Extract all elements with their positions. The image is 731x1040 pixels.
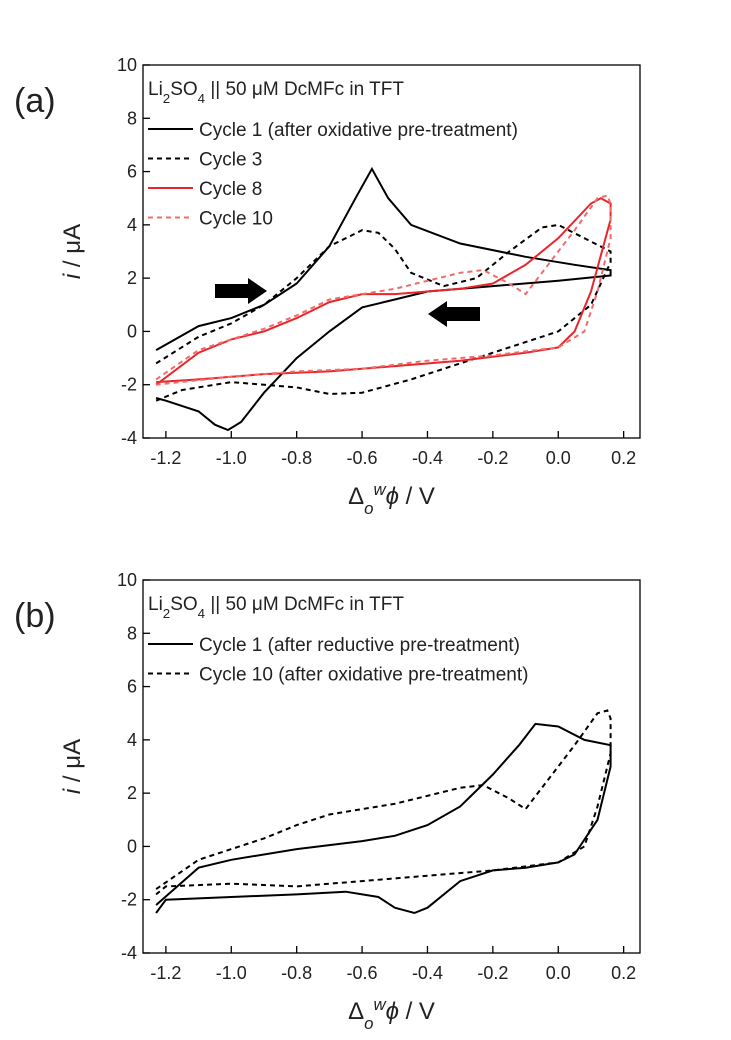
x-tick-label: -0.8 bbox=[281, 963, 312, 983]
label-part: / V bbox=[399, 998, 435, 1025]
label-part: ϕ bbox=[386, 483, 399, 510]
label-part: Li bbox=[148, 594, 163, 615]
cv-curve bbox=[155, 197, 612, 386]
panel-label: (b) bbox=[14, 597, 56, 635]
x-tick-label: 0.2 bbox=[611, 963, 636, 983]
legend-label: Cycle 1 (after reductive pre-treatment) bbox=[199, 635, 520, 656]
label-part: 4 bbox=[198, 91, 205, 106]
x-axis-label: Δowϕ / V bbox=[348, 995, 435, 1033]
label-part: o bbox=[364, 499, 373, 518]
legend-label: Cycle 8 bbox=[199, 179, 262, 200]
x-tick-label: -0.6 bbox=[347, 448, 378, 468]
y-tick-label: -2 bbox=[121, 375, 137, 395]
x-tick-label: 0.2 bbox=[611, 448, 636, 468]
cv-curve bbox=[155, 223, 612, 402]
cv-curve bbox=[155, 722, 612, 915]
x-tick-label: -0.4 bbox=[412, 448, 443, 468]
x-tick-label: -0.2 bbox=[477, 448, 508, 468]
label-part: i bbox=[59, 273, 86, 279]
cv-curve bbox=[155, 709, 612, 896]
y-tick-label: 8 bbox=[127, 108, 137, 128]
label-part: / μA bbox=[59, 224, 86, 274]
x-tick-label: -0.2 bbox=[477, 963, 508, 983]
plot-frame bbox=[142, 64, 641, 439]
x-tick-label: -1.0 bbox=[216, 963, 247, 983]
label-part: Δ bbox=[348, 483, 364, 510]
y-tick-label: 0 bbox=[127, 321, 137, 341]
label-part: / V bbox=[399, 483, 435, 510]
label-part: 2 bbox=[163, 606, 170, 621]
cv-curve bbox=[155, 194, 612, 386]
legend-label: Cycle 10 (after oxidative pre-treatment) bbox=[199, 665, 528, 686]
panel-label: (a) bbox=[14, 82, 56, 120]
y-tick-label: 0 bbox=[127, 836, 137, 856]
legend-title: Li2SO4 || 50 μM DcMFc in TFT bbox=[148, 594, 404, 621]
legend-title: Li2SO4 || 50 μM DcMFc in TFT bbox=[148, 79, 404, 106]
x-tick-label: -1.2 bbox=[150, 448, 181, 468]
y-tick-label: 8 bbox=[127, 623, 137, 643]
y-tick-label: 2 bbox=[127, 783, 137, 803]
x-tick-label: -1.2 bbox=[150, 963, 181, 983]
y-tick-label: 10 bbox=[117, 570, 137, 590]
label-part: 4 bbox=[198, 606, 205, 621]
cv-curve bbox=[155, 166, 612, 432]
label-part: ϕ bbox=[386, 998, 399, 1025]
label-part: w bbox=[373, 995, 387, 1014]
x-tick-label: 0.0 bbox=[546, 963, 571, 983]
arrow-right bbox=[215, 278, 267, 304]
y-axis-label: i / μA bbox=[59, 224, 86, 279]
label-part: Li bbox=[148, 79, 163, 100]
y-tick-label: -4 bbox=[121, 428, 137, 448]
x-tick-label: -0.8 bbox=[281, 448, 312, 468]
label-part: Δ bbox=[348, 998, 364, 1025]
y-tick-label: -4 bbox=[121, 943, 137, 963]
arrow-left bbox=[428, 301, 480, 327]
x-tick-label: -0.6 bbox=[347, 963, 378, 983]
x-tick-label: 0.0 bbox=[546, 448, 571, 468]
label-part: i bbox=[59, 788, 86, 794]
label-part: || 50 μM DcMFc in TFT bbox=[205, 594, 404, 615]
x-tick-label: -0.4 bbox=[412, 963, 443, 983]
label-part: SO bbox=[170, 79, 197, 100]
legend-label: Cycle 3 bbox=[199, 150, 262, 171]
plot-frame bbox=[142, 579, 641, 954]
label-part: || 50 μM DcMFc in TFT bbox=[205, 79, 404, 100]
label-part: w bbox=[373, 480, 387, 499]
y-tick-label: 6 bbox=[127, 162, 137, 182]
legend-label: Cycle 10 bbox=[199, 209, 273, 230]
x-axis-label: Δowϕ / V bbox=[348, 480, 435, 518]
y-tick-label: 6 bbox=[127, 677, 137, 697]
label-part: SO bbox=[170, 594, 197, 615]
y-tick-label: 4 bbox=[127, 730, 137, 750]
label-part: 2 bbox=[163, 91, 170, 106]
y-tick-label: 10 bbox=[117, 55, 137, 75]
y-tick-label: 4 bbox=[127, 215, 137, 235]
y-axis-label: i / μA bbox=[59, 739, 86, 794]
label-part: / μA bbox=[59, 739, 86, 789]
y-tick-label: 2 bbox=[127, 268, 137, 288]
label-part: o bbox=[364, 1014, 373, 1033]
legend-label: Cycle 1 (after oxidative pre-treatment) bbox=[199, 120, 518, 141]
y-tick-label: -2 bbox=[121, 890, 137, 910]
x-tick-label: -1.0 bbox=[216, 448, 247, 468]
